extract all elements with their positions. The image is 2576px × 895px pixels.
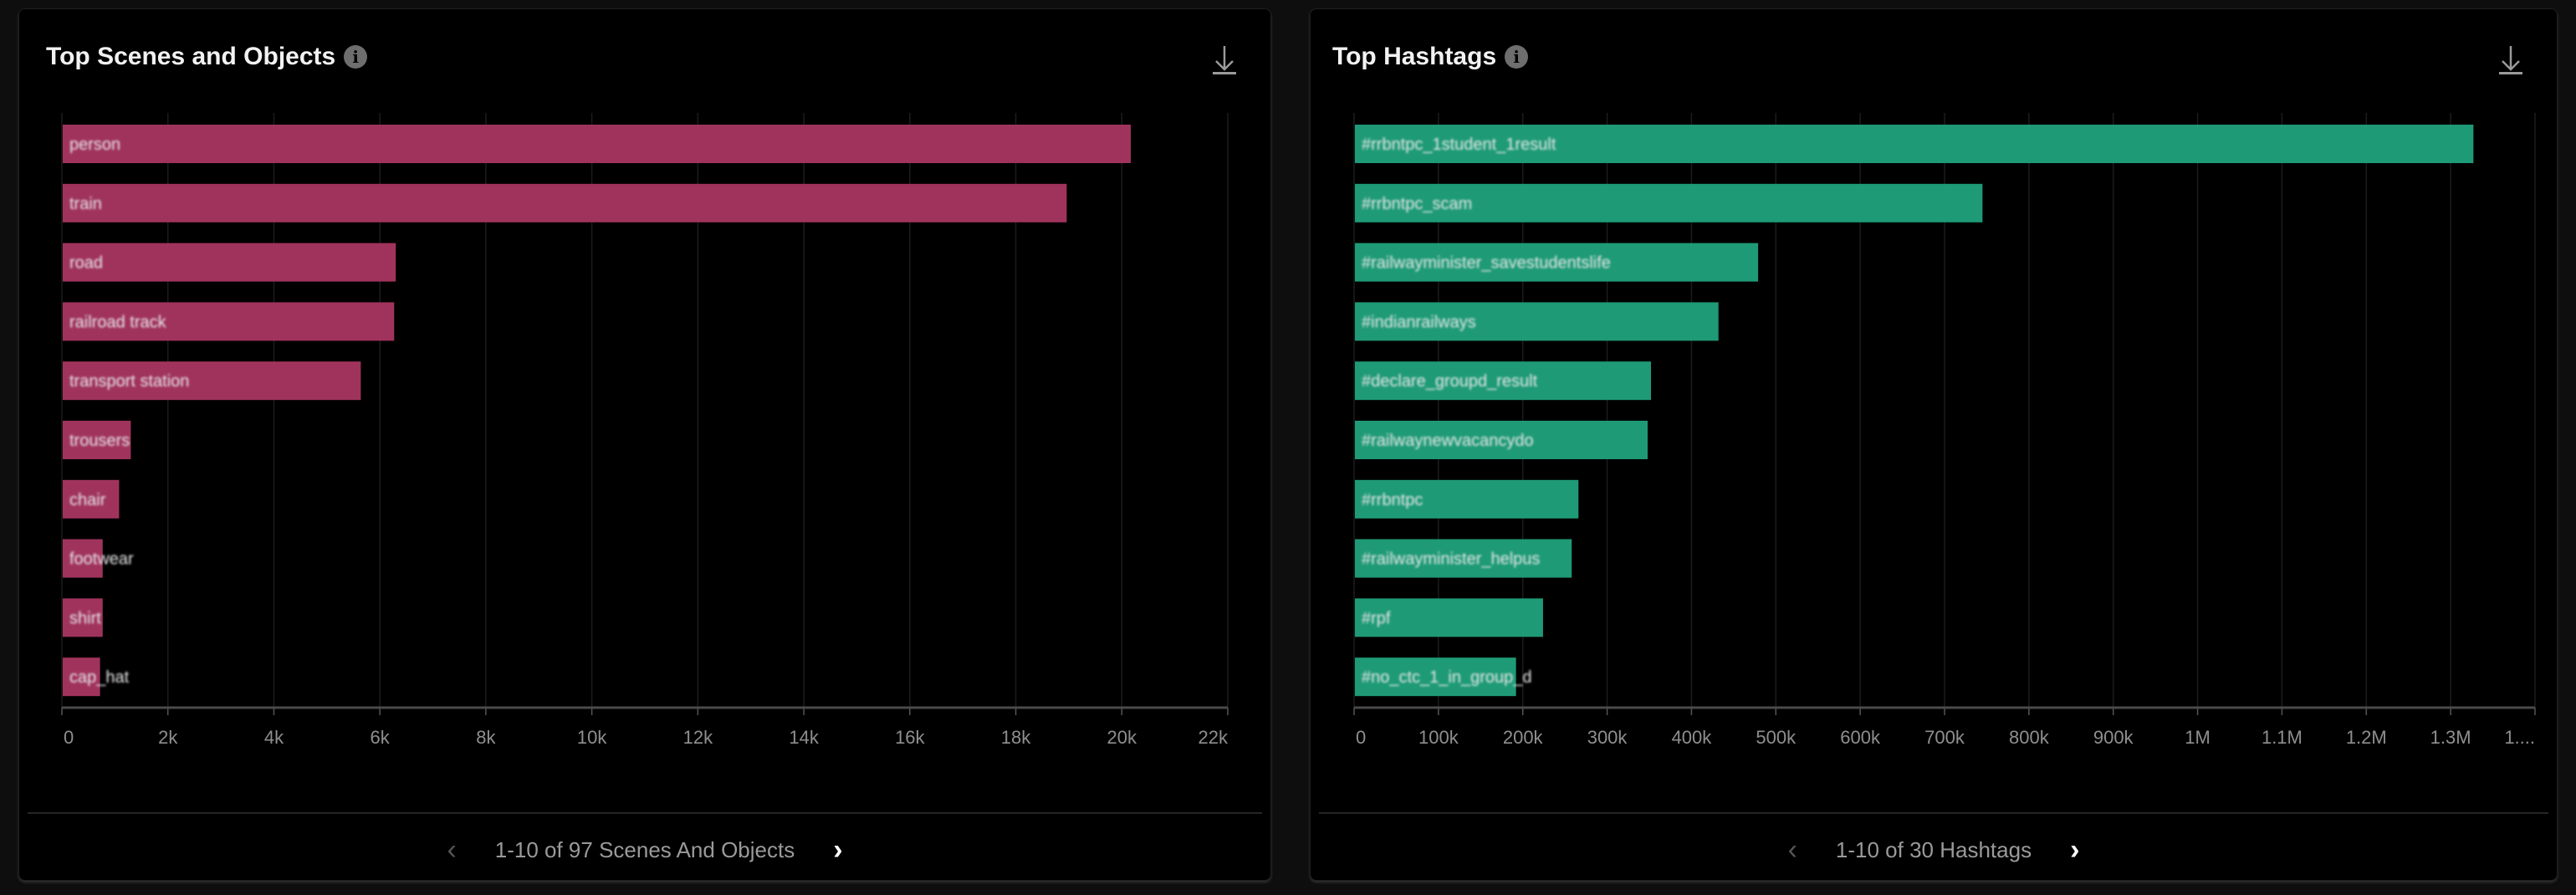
tick-label: 500k (1756, 727, 1797, 748)
bar (63, 598, 103, 637)
tick-label: 4k (264, 727, 284, 748)
card-title-text: Top Scenes and Objects (46, 43, 336, 70)
pagination: ‹ 1-10 of 30 Hashtags › (1311, 836, 2557, 864)
bar-chart: 0 100k 200k 300k 400k 500k 600k 700k 800k 900k 1M 1… (1353, 113, 2536, 748)
chevron-right-icon[interactable]: › (2070, 834, 2080, 866)
bar-label: shirt (69, 609, 101, 627)
tick-label: 16k (895, 727, 925, 748)
tick-label: 400k (1672, 727, 1713, 748)
bar-label: #rpf (1362, 609, 1391, 627)
card-title: Top Scenes and Objects i (46, 43, 368, 71)
bar-label: #indianrailways (1362, 313, 1476, 331)
bar (1355, 421, 1648, 459)
bar-label: #rrbntpc_scam (1362, 195, 1472, 213)
chevron-left-icon[interactable]: ‹ (447, 834, 457, 866)
tick-label: 0 (1356, 727, 1366, 748)
bar (63, 125, 1132, 163)
bar-label: #no_ctc_1_in_group_d (1362, 668, 1532, 687)
bar-label: #rrbntpc (1362, 491, 1423, 509)
bar-label: railroad track (69, 313, 167, 331)
tick-label: 12k (683, 727, 713, 748)
tick-label: 600k (1840, 727, 1881, 748)
tick-label: 1.1M (2262, 727, 2303, 748)
tick-label: 2k (158, 727, 178, 748)
download-icon[interactable] (2497, 44, 2525, 76)
bar (1355, 657, 1516, 697)
bar (1355, 183, 1983, 222)
bar-label: train (69, 195, 102, 213)
bar-label: #railwayminister_helpus (1362, 550, 1540, 569)
tick-label: 800k (2009, 727, 2050, 748)
bar-label: #rrbntpc_1student_1result (1362, 136, 1556, 154)
bar (1355, 598, 1543, 637)
bar (63, 243, 396, 282)
tick-label: 900k (2093, 727, 2134, 748)
bar-label: person (69, 136, 120, 154)
bar-label: footwear (69, 550, 134, 569)
card-title-text: Top Hashtags (1332, 43, 1497, 70)
tick-label: 200k (1503, 727, 1544, 748)
bar (1355, 243, 1759, 282)
bar-label: #railwaynewvacancydo (1362, 432, 1534, 450)
bar-label: cap_hat (69, 668, 130, 687)
tick-label: 1.3M (2430, 727, 2471, 748)
info-icon[interactable]: i (344, 45, 368, 69)
hashtags-card: Top Hashtags i 0 100k 200k 300k 400k 500k 600k… (1310, 8, 2558, 881)
bar (63, 479, 120, 519)
pagination: ‹ 1-10 of 97 Scenes And Objects › (19, 836, 1270, 864)
bar (63, 539, 103, 578)
bar-chart: 0 2k 4k 6k 8k 10k 12k 14k 16k 18k 20k 22k person trai… (61, 113, 1229, 748)
bar-label: #railwayminister_savestudentslife (1362, 254, 1611, 273)
tick-label: 700k (1924, 727, 1965, 748)
bar (1355, 479, 1579, 519)
tick-label: 1M (2185, 727, 2211, 748)
pagination-label: 1-10 of 30 Hashtags (1835, 836, 2032, 862)
pagination-label: 1-10 of 97 Scenes And Objects (494, 836, 795, 862)
card-title: Top Hashtags i (1332, 43, 1529, 71)
bar (63, 657, 100, 697)
bar (1355, 539, 1572, 578)
info-icon[interactable]: i (1505, 45, 1529, 69)
tick-label: 1.2M (2346, 727, 2387, 748)
tick-label: 14k (789, 727, 819, 748)
tick-label: 100k (1418, 727, 1459, 748)
bar (63, 361, 361, 401)
divider (28, 812, 1262, 814)
bar (1355, 302, 1719, 341)
bar-label: #declare_groupd_result (1362, 372, 1538, 391)
bar (63, 183, 1067, 222)
tick-label: 0 (64, 727, 74, 748)
bar (1355, 125, 2474, 163)
bar-label: transport station (69, 372, 189, 391)
tick-label: 300k (1587, 727, 1628, 748)
tick-label: 6k (371, 727, 391, 748)
bar (63, 421, 131, 459)
chevron-left-icon[interactable]: ‹ (1787, 834, 1797, 866)
tick-label: 18k (1001, 727, 1031, 748)
bar-label: trousers (69, 432, 130, 450)
bar-label: road (69, 254, 103, 273)
tick-label: 20k (1107, 727, 1137, 748)
divider (1319, 812, 2548, 814)
tick-label: 8k (476, 727, 496, 748)
tick-label: 1.... (2504, 727, 2535, 748)
tick-label: 22k (1199, 727, 1229, 748)
download-icon[interactable] (1210, 44, 1239, 76)
chevron-right-icon[interactable]: › (833, 834, 843, 866)
tick-label: 10k (577, 727, 607, 748)
bar (1355, 361, 1652, 401)
scenes-objects-card: Top Scenes and Objects i 0 2k 4k 6k 8k 10k 12k… (18, 8, 1271, 881)
bar-label: chair (69, 491, 106, 509)
bar (63, 302, 395, 341)
